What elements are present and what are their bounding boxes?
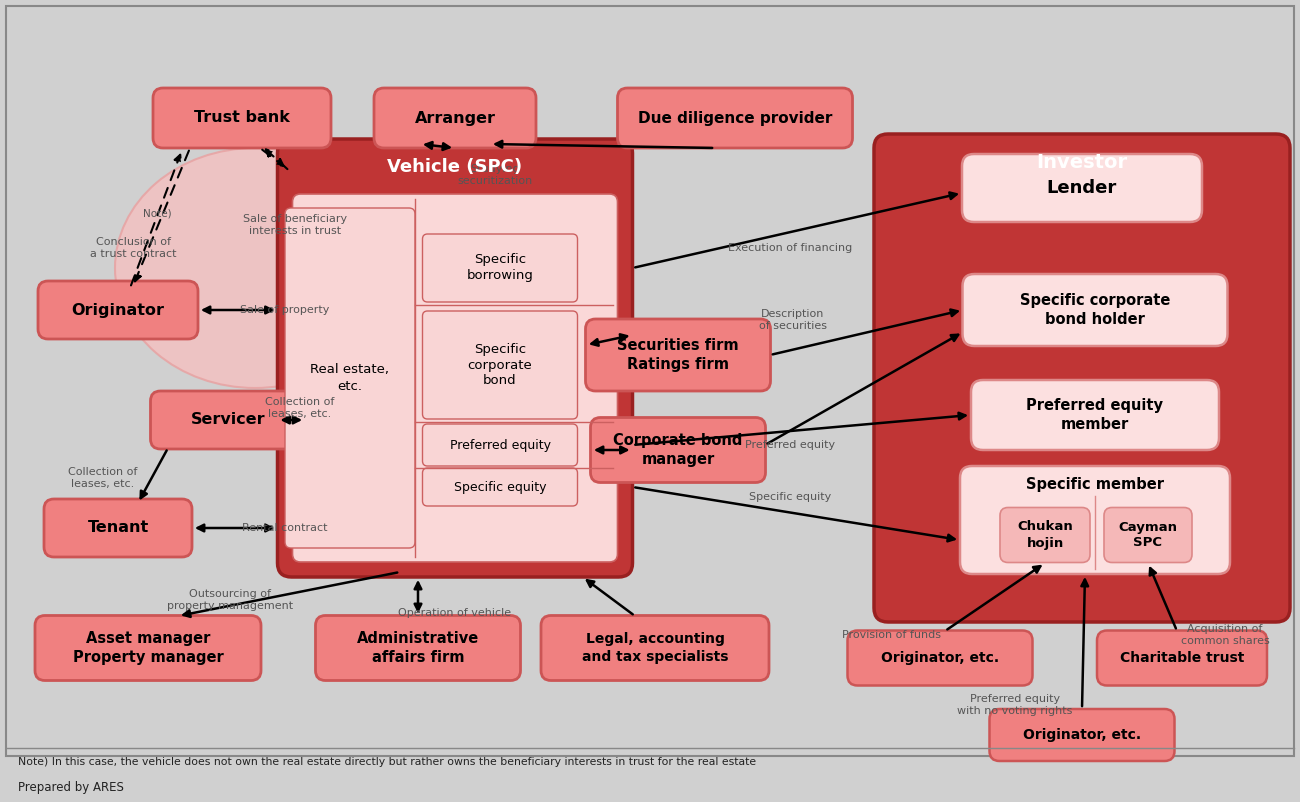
Text: Preferred equity
with no voting rights: Preferred equity with no voting rights <box>957 694 1072 716</box>
Text: Cayman
SPC: Cayman SPC <box>1118 520 1178 549</box>
Text: Real estate,
etc.: Real estate, etc. <box>311 363 390 392</box>
FancyBboxPatch shape <box>422 468 577 506</box>
FancyBboxPatch shape <box>44 499 192 557</box>
Text: Specific
corporate
bond: Specific corporate bond <box>468 342 533 387</box>
Text: Preferred equity: Preferred equity <box>450 439 550 452</box>
Text: Originator, etc.: Originator, etc. <box>1023 728 1141 742</box>
FancyBboxPatch shape <box>989 709 1174 761</box>
Text: Operation of vehicle: Operation of vehicle <box>398 608 512 618</box>
FancyBboxPatch shape <box>848 630 1032 686</box>
Text: Administrative
affairs firm: Administrative affairs firm <box>358 631 480 665</box>
Text: Corporate bond
manager: Corporate bond manager <box>614 433 742 467</box>
FancyBboxPatch shape <box>153 88 332 148</box>
Text: Asset manager
Property manager: Asset manager Property manager <box>73 631 224 665</box>
FancyBboxPatch shape <box>541 615 770 681</box>
Text: Execution of financing: Execution of financing <box>728 243 852 253</box>
Text: Rental contract: Rental contract <box>242 523 328 533</box>
FancyBboxPatch shape <box>1104 508 1192 562</box>
Text: Specific equity: Specific equity <box>749 492 831 502</box>
FancyBboxPatch shape <box>277 139 633 577</box>
Text: Chukan
hojin: Chukan hojin <box>1017 520 1072 549</box>
Text: Securities firm
Ratings firm: Securities firm Ratings firm <box>618 338 738 372</box>
Text: Collection of
leases, etc.: Collection of leases, etc. <box>68 467 138 489</box>
Text: Due diligence provider: Due diligence provider <box>638 111 832 125</box>
Text: Collection of
leases, etc.: Collection of leases, etc. <box>265 397 334 419</box>
Text: Sale of property: Sale of property <box>240 305 330 315</box>
Text: Conclusion of
a trust contract: Conclusion of a trust contract <box>90 237 177 259</box>
Text: Trust bank: Trust bank <box>194 111 290 125</box>
FancyBboxPatch shape <box>618 88 853 148</box>
FancyBboxPatch shape <box>874 134 1290 622</box>
Text: Prepared by ARES: Prepared by ARES <box>18 780 124 793</box>
FancyBboxPatch shape <box>35 615 261 681</box>
Text: Note) In this case, the vehicle does not own the real estate directly but rather: Note) In this case, the vehicle does not… <box>18 757 757 767</box>
FancyBboxPatch shape <box>151 391 306 449</box>
Text: Specific corporate
bond holder: Specific corporate bond holder <box>1019 294 1170 326</box>
Text: Servicer: Servicer <box>191 412 265 427</box>
Ellipse shape <box>114 148 395 388</box>
Text: Preferred equity
member: Preferred equity member <box>1027 399 1164 431</box>
Text: Charitable trust: Charitable trust <box>1119 651 1244 665</box>
Text: Sale of beneficiary
interests in trust: Sale of beneficiary interests in trust <box>243 214 347 237</box>
FancyBboxPatch shape <box>38 281 198 339</box>
Text: Provision of funds: Provision of funds <box>842 630 941 640</box>
Text: Note): Note) <box>143 208 172 218</box>
FancyBboxPatch shape <box>422 234 577 302</box>
Text: Specific
borrowing: Specific borrowing <box>467 253 533 282</box>
FancyBboxPatch shape <box>971 380 1219 450</box>
FancyBboxPatch shape <box>374 88 536 148</box>
FancyBboxPatch shape <box>285 208 415 548</box>
FancyBboxPatch shape <box>422 311 577 419</box>
Text: Tenant: Tenant <box>87 520 148 536</box>
FancyBboxPatch shape <box>1097 630 1268 686</box>
FancyBboxPatch shape <box>962 154 1202 222</box>
Text: Specific member: Specific member <box>1026 476 1164 492</box>
Text: Specific equity: Specific equity <box>454 480 546 493</box>
FancyBboxPatch shape <box>422 424 577 466</box>
Text: Outsourcing of
property management: Outsourcing of property management <box>166 589 292 611</box>
FancyBboxPatch shape <box>959 466 1230 574</box>
FancyBboxPatch shape <box>585 319 771 391</box>
FancyBboxPatch shape <box>1000 508 1089 562</box>
FancyBboxPatch shape <box>292 194 618 562</box>
Text: Originator, etc.: Originator, etc. <box>881 651 1000 665</box>
Text: Studying
securitization: Studying securitization <box>458 164 533 186</box>
Text: Arranger: Arranger <box>415 111 495 125</box>
Text: Preferred equity: Preferred equity <box>745 440 835 450</box>
FancyBboxPatch shape <box>590 418 766 483</box>
FancyBboxPatch shape <box>962 274 1227 346</box>
FancyBboxPatch shape <box>316 615 520 681</box>
Text: Investor: Investor <box>1036 152 1127 172</box>
Text: Vehicle (SPC): Vehicle (SPC) <box>387 158 523 176</box>
Text: Lender: Lender <box>1046 179 1117 197</box>
Text: Acquisition of
common shares: Acquisition of common shares <box>1180 624 1269 646</box>
Text: Originator: Originator <box>72 302 165 318</box>
Text: Description
of securities: Description of securities <box>759 309 827 331</box>
Text: Legal, accounting
and tax specialists: Legal, accounting and tax specialists <box>582 632 728 663</box>
